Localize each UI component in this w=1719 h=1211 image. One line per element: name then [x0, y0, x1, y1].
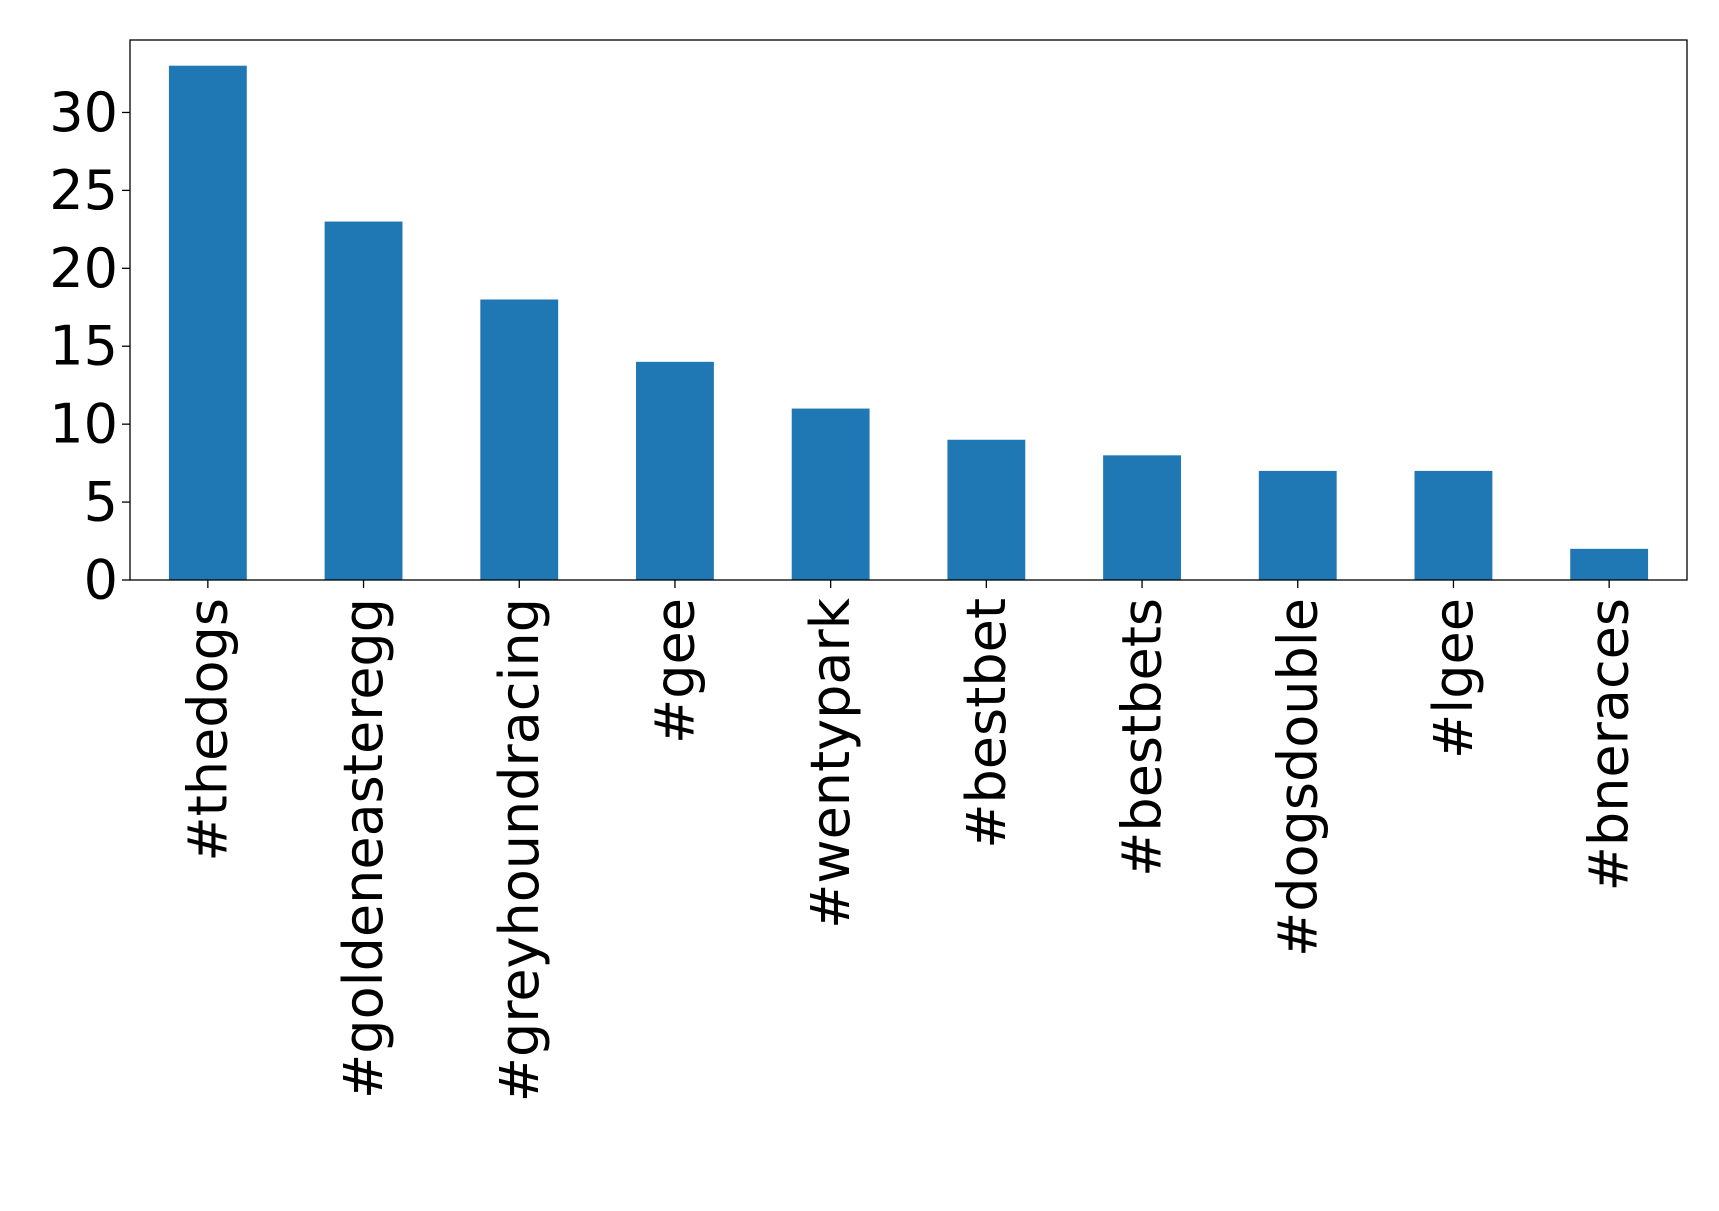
bar-gee: [636, 361, 714, 580]
x-tick-label: #thedogs: [176, 598, 239, 862]
y-tick-label: 20: [49, 237, 118, 300]
bar-goldeneasteregg: [324, 221, 403, 580]
x-tick-label: #wentypark: [799, 597, 862, 929]
x-tick-label: #dogsdouble: [1266, 598, 1329, 957]
bar-greyhoundracing: [480, 299, 559, 580]
x-tick-label: #bestbets: [1111, 598, 1174, 877]
y-tick-label: 25: [49, 159, 118, 222]
y-tick-label: 30: [49, 81, 118, 144]
bar-bneraces: [1570, 548, 1649, 580]
y-tick-label: 5: [84, 471, 118, 534]
bar-bestbets: [1103, 455, 1181, 580]
x-tick-label: #greyhoundracing: [488, 598, 551, 1102]
bar-lgee: [1414, 470, 1493, 580]
bar-wentypark: [791, 408, 870, 580]
bar-thedogs: [168, 65, 247, 580]
x-tick-label: #bneraces: [1578, 598, 1641, 891]
x-tick-label: #goldeneasteregg: [332, 598, 395, 1099]
bar-bestbet: [947, 439, 1026, 580]
plot-frame: [129, 39, 1688, 581]
y-tick-label: 15: [49, 315, 118, 378]
x-tick-label: #lgee: [1422, 598, 1485, 759]
y-tick-label: 0: [84, 549, 118, 612]
x-tick-label: #gee: [643, 598, 706, 744]
bars-layer: [168, 65, 1649, 580]
y-tick-label: 10: [49, 393, 118, 456]
x-tick-label: #bestbet: [955, 598, 1018, 849]
x-axis: #thedogs #goldeneasteregg #greyhoundracing…: [176, 580, 1641, 1102]
y-axis: 0 5 10 15 20 25 30: [49, 81, 130, 612]
bar-dogsdouble: [1258, 470, 1337, 580]
